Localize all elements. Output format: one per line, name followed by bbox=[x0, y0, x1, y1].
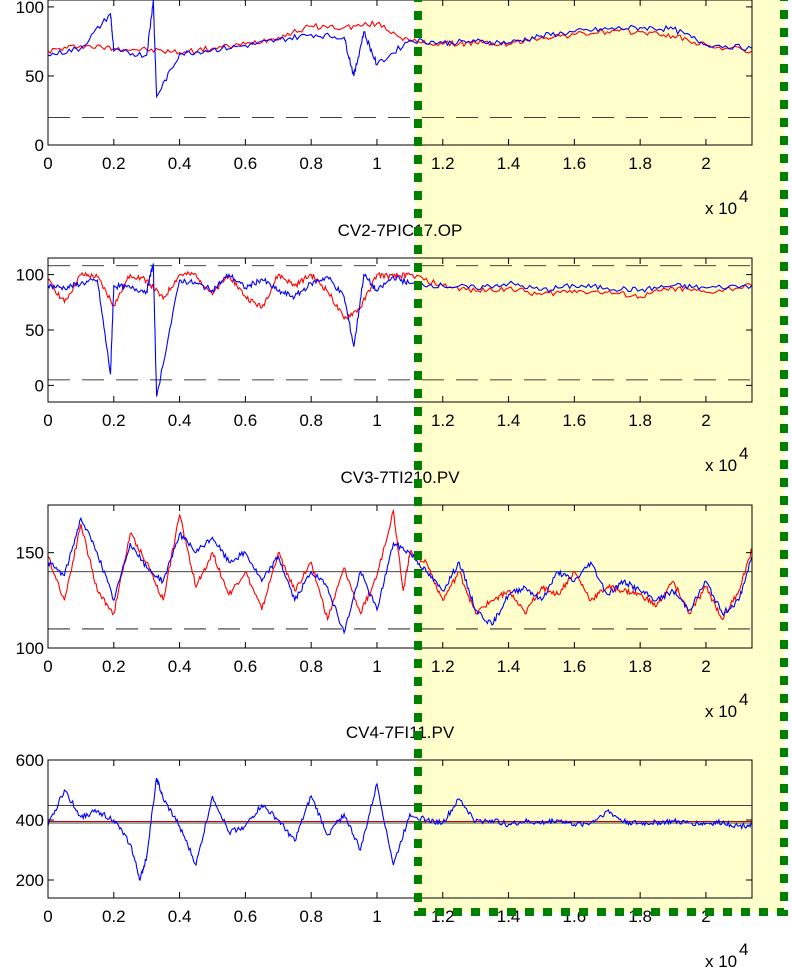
x-axis-multiplier-exponent: 4 bbox=[739, 187, 748, 206]
x-tick-label: 1.2 bbox=[431, 657, 455, 676]
x-tick-label: 1.6 bbox=[563, 411, 587, 430]
chart-panel-3: 0 0.2 0.4 0.6 0.8 1 1.2 1.4 1.6 1.8 2 100 150 x 104 CV… bbox=[16, 468, 753, 721]
x-tick-label: 0.2 bbox=[102, 657, 126, 676]
x-tick-label: 0.4 bbox=[168, 154, 192, 173]
y-tick-label: 100 bbox=[16, 0, 44, 17]
series-line-2 bbox=[47, 516, 753, 635]
x-tick-label: 0 bbox=[43, 411, 52, 430]
x-tick-label: 0 bbox=[43, 907, 52, 926]
x-tick-label: 1 bbox=[372, 411, 381, 430]
y-tick-label: 0 bbox=[35, 376, 44, 395]
panel-title: CV3-7TI210.PV bbox=[340, 468, 460, 487]
axis-frame bbox=[47, 504, 753, 649]
series-line-2 bbox=[47, 263, 753, 397]
x-tick-label: 0.4 bbox=[168, 411, 192, 430]
x-axis-multiplier-exponent: 4 bbox=[739, 690, 748, 709]
x-axis-multiplier-exponent: 4 bbox=[739, 444, 748, 463]
x-tick-label: 0.8 bbox=[299, 154, 323, 173]
x-tick-label: 2 bbox=[701, 657, 710, 676]
x-tick-label: 0.8 bbox=[299, 907, 323, 926]
y-tick-label: 100 bbox=[16, 266, 44, 285]
series-line-2 bbox=[47, 0, 753, 99]
y-tick-label: 200 bbox=[16, 871, 44, 890]
y-tick-label: 0 bbox=[35, 136, 44, 155]
selection-box bbox=[414, 0, 788, 916]
x-tick-label: 0.6 bbox=[234, 657, 258, 676]
x-tick-label: 1.2 bbox=[431, 154, 455, 173]
x-tick-label: 1 bbox=[372, 907, 381, 926]
panel-title: CV2-7PIC17.OP bbox=[338, 221, 463, 240]
x-tick-label: 2 bbox=[701, 154, 710, 173]
x-tick-label: 0.2 bbox=[102, 154, 126, 173]
x-axis-multiplier: x 10 bbox=[705, 952, 737, 971]
x-tick-label: 1.8 bbox=[628, 411, 652, 430]
x-tick-label: 1 bbox=[372, 154, 381, 173]
y-tick-label: 50 bbox=[25, 67, 44, 86]
x-tick-label: 1.4 bbox=[497, 411, 521, 430]
x-axis-multiplier: x 10 bbox=[705, 456, 737, 475]
x-axis-multiplier: x 10 bbox=[705, 199, 737, 218]
x-tick-label: 1.2 bbox=[431, 411, 455, 430]
x-tick-label: 1.6 bbox=[563, 657, 587, 676]
series-line-1 bbox=[47, 508, 753, 622]
x-axis-multiplier: x 10 bbox=[705, 702, 737, 721]
x-tick-label: 1.4 bbox=[497, 657, 521, 676]
y-tick-label: 600 bbox=[16, 751, 44, 770]
x-tick-label: 0.6 bbox=[234, 907, 258, 926]
y-tick-label: 400 bbox=[16, 811, 44, 830]
x-tick-label: 1.6 bbox=[563, 154, 587, 173]
x-tick-label: 0.2 bbox=[102, 411, 126, 430]
y-tick-label: 50 bbox=[25, 321, 44, 340]
x-tick-label: 0.6 bbox=[234, 154, 258, 173]
x-tick-label: 2 bbox=[701, 907, 710, 926]
x-tick-label: 2 bbox=[701, 411, 710, 430]
series-line-2 bbox=[47, 777, 753, 881]
chart-panel-2: 0 0.2 0.4 0.6 0.8 1 1.2 1.4 1.6 1.8 2 0 50 100 x 104 CV… bbox=[16, 221, 753, 475]
x-tick-label: 0.6 bbox=[234, 411, 258, 430]
panel-title: CV4-7FI11.PV bbox=[346, 723, 455, 742]
axis-frame bbox=[47, 0, 753, 146]
x-tick-label: 0.4 bbox=[168, 657, 192, 676]
series-line-1 bbox=[47, 270, 753, 321]
x-tick-label: 1.8 bbox=[628, 154, 652, 173]
y-tick-label: 150 bbox=[16, 544, 44, 563]
x-tick-label: 0.4 bbox=[168, 907, 192, 926]
axis-frame bbox=[47, 759, 753, 899]
x-axis-multiplier-exponent: 4 bbox=[739, 940, 748, 959]
x-tick-label: 0.8 bbox=[299, 657, 323, 676]
y-tick-label: 100 bbox=[16, 639, 44, 658]
x-tick-label: 1.4 bbox=[497, 154, 521, 173]
x-tick-label: 0.8 bbox=[299, 411, 323, 430]
x-tick-label: 1.8 bbox=[628, 657, 652, 676]
x-tick-label: 1 bbox=[372, 657, 381, 676]
chart-panel-1: 0 0.2 0.4 0.6 0.8 1 1.2 1.4 1.6 1.8 2 0 50 100 x 104 bbox=[16, 0, 753, 218]
x-tick-label: 0 bbox=[43, 657, 52, 676]
x-tick-label: 0.2 bbox=[102, 907, 126, 926]
x-tick-label: 0 bbox=[43, 154, 52, 173]
